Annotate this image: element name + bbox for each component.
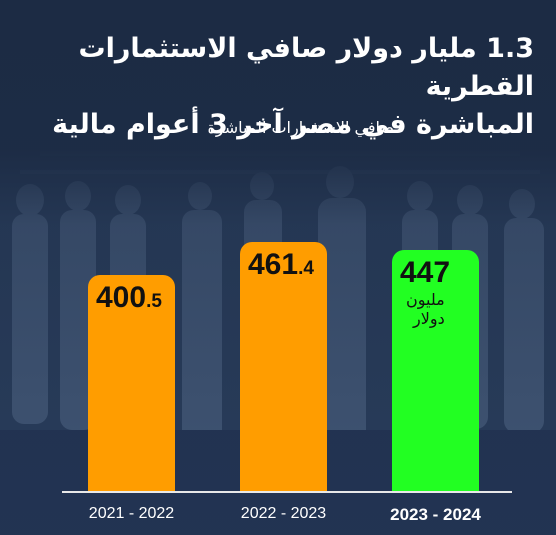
bar-1 [88, 274, 175, 491]
unit-label: مليون دولار [406, 290, 445, 328]
value-integer: 461 [248, 247, 299, 281]
bar-2 [240, 241, 327, 491]
value-decimal: .5 [146, 290, 162, 312]
chart-title: 1.3 مليار دولار صافي الاستثمارات القطرية… [14, 30, 534, 144]
bar-1-value-label: 400.5 [96, 281, 162, 315]
x-axis-line [62, 491, 512, 493]
chart-title-line-2: المباشرة في مصر آخر 3 أعوام مالية [52, 109, 534, 140]
value-integer: 447 [400, 255, 451, 289]
unit-label-line-1: مليون [406, 289, 445, 309]
chart-title-line-1: 1.3 مليار دولار صافي الاستثمارات القطرية [78, 33, 534, 102]
x-tick-label-3: 2023 - 2024 [390, 505, 481, 524]
value-integer: 400 [96, 280, 147, 314]
unit-label-line-2: دولار [413, 308, 445, 328]
x-tick-label-1: 2021 - 2022 [88, 505, 175, 522]
chart-subtitle: صافي الاستثمارات المباشرة [207, 118, 395, 137]
bar-2-value-label: 461.4 [248, 248, 314, 282]
bar-3-value-label: 447 [400, 256, 450, 290]
bar-3 [392, 249, 479, 491]
value-decimal: .4 [298, 257, 314, 279]
x-tick-label-2: 2022 - 2023 [240, 505, 327, 522]
